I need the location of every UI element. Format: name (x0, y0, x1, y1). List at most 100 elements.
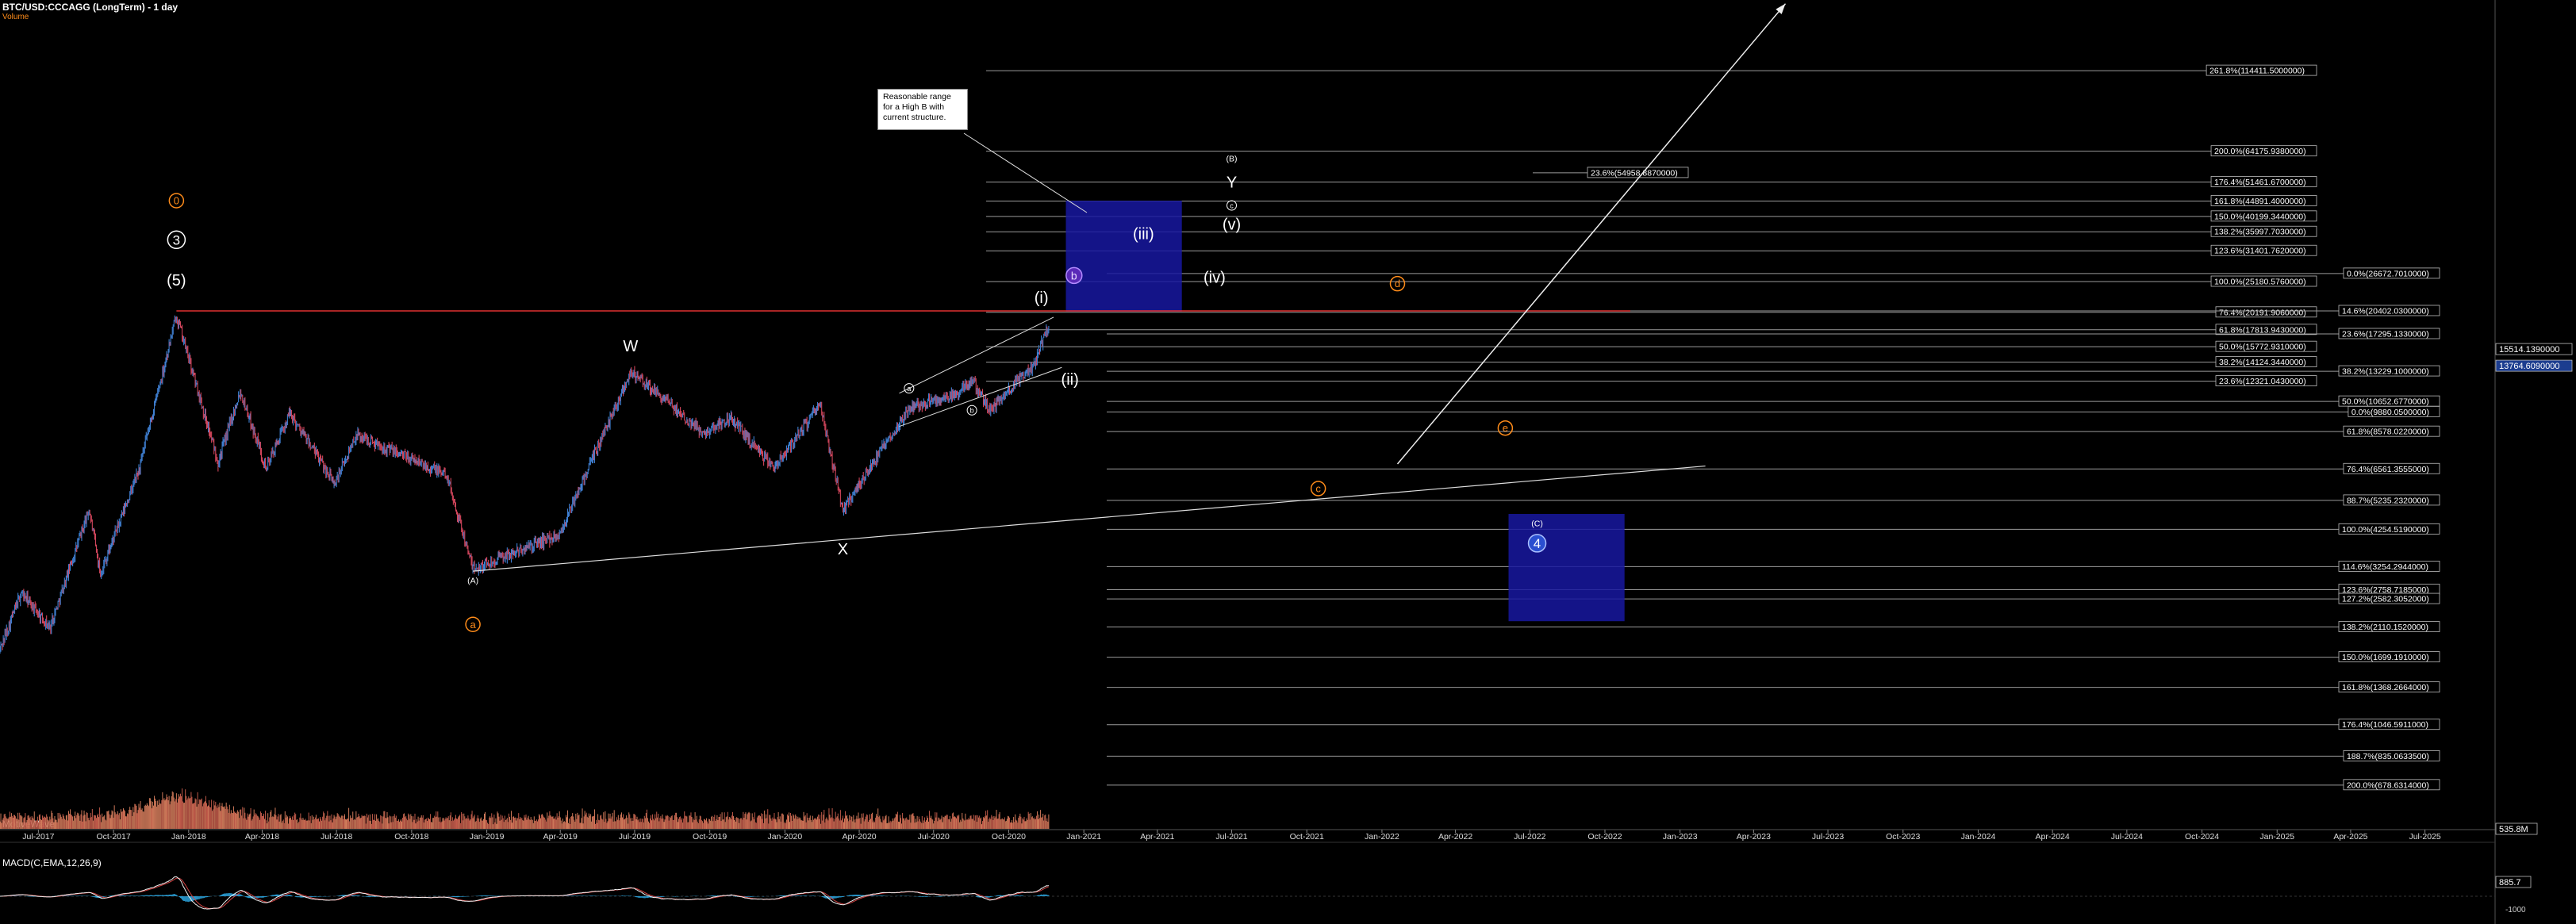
x-tick-label: Jan-2019 (470, 832, 505, 842)
wave-label: (B) (1226, 155, 1237, 164)
candles (0, 315, 1050, 654)
fib-label-text: 150.0%(1699.1910000) (2342, 653, 2429, 662)
wave-label: 4 (1527, 534, 1547, 553)
badge-box (2495, 359, 2573, 372)
wave-text: (i) (1035, 289, 1049, 307)
fib-label-text: 176.4%(51461.6700000) (2214, 178, 2306, 187)
last-price-badge: 13764.6090000 (2495, 359, 2573, 372)
wave-text: (iv) (1204, 269, 1226, 286)
macd-axis-badge: 885.7 (2495, 876, 2532, 888)
wave-text: a (907, 385, 911, 393)
wave-label: b (1065, 266, 1083, 285)
fib-label-text: 188.7%(835.0633500) (2347, 752, 2429, 761)
fib-label-text: 138.2%(2110.1520000) (2342, 623, 2428, 632)
wave-label: 0 (168, 193, 185, 209)
fib-label-box (2215, 306, 2317, 318)
fib-label-text: 127.2%(2582.3052000) (2342, 595, 2429, 604)
wave-text: X (838, 541, 848, 558)
wave-text: (5) (167, 272, 186, 289)
fib-label-box (2343, 267, 2440, 279)
badge-box (2495, 876, 2532, 888)
wave-text: (B) (1226, 155, 1237, 164)
x-tick-label: Apr-2023 (1737, 832, 1771, 842)
fib-label-box (2338, 328, 2440, 339)
macd-label: MACD(C,EMA,12,26,9) (2, 857, 102, 868)
fib-label-text: 161.8%(44891.4000000) (2214, 197, 2306, 206)
fib-label-text: 76.4%(20191.9060000) (2219, 308, 2306, 317)
callout-box: Reasonable range for a High B with curre… (877, 89, 968, 130)
fib-label-box (2206, 64, 2317, 76)
x-tick-label: Jul-2021 (1215, 832, 1247, 842)
volume-label: Volume (2, 13, 29, 21)
wave-label: (i) (1035, 289, 1049, 307)
x-tick-label: Jul-2018 (321, 832, 352, 842)
wave-label: e (1497, 420, 1514, 436)
fib-label-text: 0.0%(26672.7010000) (2347, 269, 2429, 278)
fib-label: 127.2%(2582.3052000) (2338, 592, 2440, 604)
wave-text: d (1395, 278, 1400, 289)
fib-label-text: 123.6%(2758.7185000) (2342, 585, 2429, 595)
wave-circle (1497, 420, 1514, 436)
wave-label: a (465, 616, 481, 633)
fib-label-box (2338, 651, 2440, 662)
wave-label: c (1310, 481, 1326, 497)
x-tick-label: Apr-2021 (1140, 832, 1174, 842)
wave-text: 0 (174, 195, 179, 207)
fib-label-text: 61.8%(8578.0220000) (2347, 427, 2429, 437)
wave-labels: 0 3 (5) W (A) a Xa b (i) (ii) b (iii) (iv) (v) c Y (B) d e… (167, 155, 1547, 633)
x-tick-label: Jan-2018 (171, 832, 206, 842)
wave-text: (C) (1531, 519, 1543, 528)
fib-label-box (2338, 523, 2440, 535)
x-tick-label: Jul-2020 (918, 832, 950, 842)
wave-text: a (470, 619, 476, 631)
fib-label-box (2338, 305, 2440, 316)
wave-label: c (1226, 200, 1237, 211)
fib-label: 0.0%(26672.7010000) (2343, 267, 2440, 279)
wave-label: (v) (1223, 217, 1241, 234)
fib-label-box (2215, 324, 2317, 335)
fib-label-text: 100.0%(25180.5760000) (2214, 278, 2306, 287)
fib-label: 176.4%(51461.6700000) (2210, 176, 2317, 187)
fib-label-box (2210, 195, 2317, 206)
wave-text: W (623, 338, 638, 355)
wave-text: 3 (173, 232, 180, 247)
x-tick-label: Oct-2022 (1587, 832, 1622, 842)
x-tick-label: Jul-2023 (1812, 832, 1844, 842)
fib-levels: 261.8%(114411.5000000) 200.0%(64175.93800… (986, 64, 2440, 790)
fib-label: 150.0%(1699.1910000) (2338, 651, 2440, 662)
wave-circle (168, 193, 185, 209)
wave-text: (iii) (1133, 226, 1154, 243)
x-tick-label: Apr-2019 (543, 832, 578, 842)
badge-text: 13764.6090000 (2499, 362, 2559, 371)
x-tick-label: Apr-2018 (245, 832, 279, 842)
fib-label-text: 23.6%(12321.0430000) (2219, 377, 2306, 386)
fib-label-text: 50.0%(15772.9310000) (2219, 343, 2306, 352)
x-tick-label: Oct-2020 (992, 832, 1026, 842)
arrow-head (1776, 3, 1786, 14)
fib-label: 23.6%(54958.8870000) (1587, 167, 1689, 178)
macd-axis-label: -1000 (2505, 906, 2526, 914)
fib-label: 123.6%(31401.7620000) (2210, 244, 2317, 256)
fib-label-text: 23.6%(54958.8870000) (1591, 168, 1678, 178)
fib-label-text: 50.0%(10652.6770000) (2342, 397, 2429, 407)
fib-label-text: 150.0%(40199.3440000) (2214, 212, 2306, 221)
trend-line (473, 465, 1706, 572)
x-tick-label: Jan-2020 (767, 832, 802, 842)
fib-label: 61.8%(8578.0220000) (2343, 425, 2440, 437)
macd-panel (0, 876, 2495, 910)
fib-label-text: 200.0%(678.6314000) (2347, 780, 2429, 790)
fib-label-text: 123.6%(31401.7620000) (2214, 247, 2306, 256)
fib-label: 0.0%(9880.0500000) (2348, 405, 2440, 417)
fib-label: 23.6%(17295.1330000) (2338, 328, 2440, 339)
fib-label: 138.2%(2110.1520000) (2338, 621, 2440, 632)
fib-label: 114.6%(3254.2944000) (2338, 561, 2440, 572)
x-tick-label: Apr-2020 (842, 832, 876, 842)
fib-label-text: 38.2%(13229.1000000) (2342, 367, 2429, 377)
fib-label: 38.2%(13229.1000000) (2338, 365, 2440, 377)
fib-label: 161.8%(1368.2664000) (2338, 681, 2440, 692)
badge-text: 885.7 (2499, 878, 2521, 888)
channel-line (899, 316, 1054, 394)
fib-label-text: 138.2%(35997.7030000) (2214, 228, 2306, 237)
